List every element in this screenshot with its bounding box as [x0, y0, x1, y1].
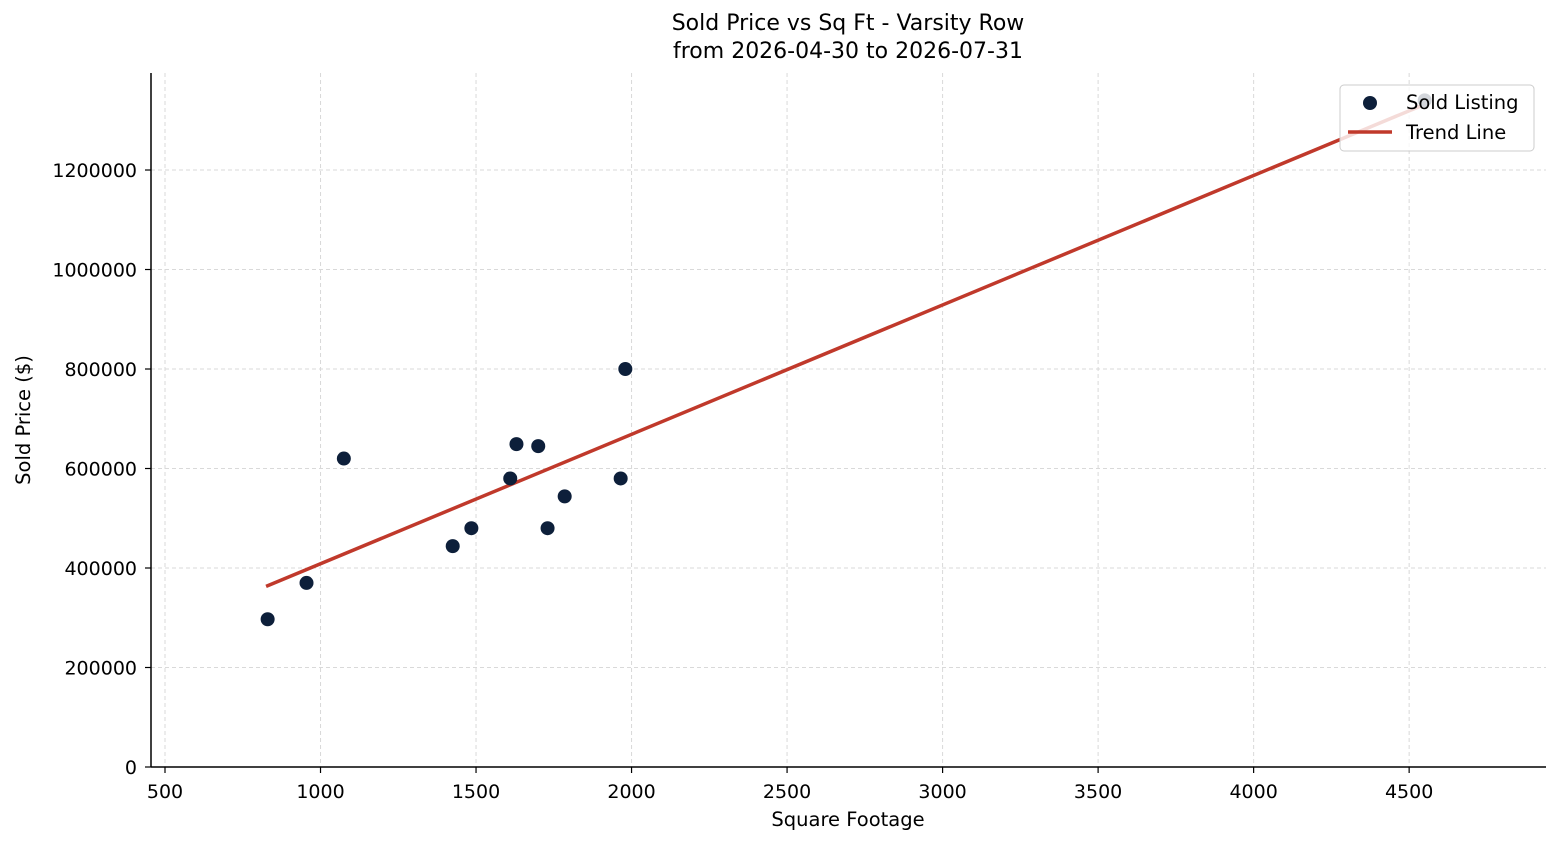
x-tick-label: 500	[147, 781, 183, 803]
sold-listing-point	[509, 437, 524, 452]
sold-listing-point	[445, 539, 460, 554]
chart-title: Sold Price vs Sq Ft - Varsity Row from 2…	[0, 10, 1560, 66]
sold-listing-point	[613, 471, 628, 486]
x-tick-label: 4500	[1385, 781, 1433, 803]
data-series	[260, 93, 1432, 627]
y-tick-label: 0	[125, 757, 137, 779]
y-tick-label: 800000	[64, 359, 137, 381]
x-tick-label: 4000	[1229, 781, 1277, 803]
y-axis-label: Sold Price ($)	[12, 355, 35, 485]
sold-listing-point	[557, 489, 572, 504]
x-tick-label: 2000	[607, 781, 655, 803]
sold-listing-point	[464, 521, 479, 536]
y-tick-label: 1200000	[52, 160, 137, 182]
chart-title-line1: Sold Price vs Sq Ft - Varsity Row	[671, 11, 1025, 36]
legend: Sold Listing Trend Line	[1339, 84, 1535, 152]
legend-label-trend-line: Trend Line	[1405, 121, 1506, 144]
chart-title-line2: from 2026-04-30 to 2026-07-31	[673, 39, 1023, 64]
sold-listing-point	[260, 612, 275, 627]
sold-listing-point	[299, 575, 314, 590]
x-tick-label: 1000	[296, 781, 344, 803]
y-tick-label: 600000	[64, 459, 137, 481]
sold-listing-point	[503, 471, 518, 486]
sold-listing-point	[336, 451, 351, 466]
legend-marker-sold-listing	[1363, 96, 1377, 110]
y-tick-label: 1000000	[52, 260, 137, 282]
trend-line	[265, 102, 1426, 589]
grid-lines	[151, 73, 1546, 768]
x-tick-label: 1500	[452, 781, 500, 803]
sold-listing-point	[531, 439, 546, 454]
axes	[145, 73, 1546, 773]
sold-listing-point	[540, 521, 555, 536]
tick-labels: 500 1000 1500 2000 2500 3000 3500 4000 4500 0 2000…	[52, 160, 1433, 803]
x-tick-label: 3500	[1074, 781, 1122, 803]
x-tick-label: 2500	[763, 781, 811, 803]
sold-listing-point	[618, 362, 633, 377]
legend-label-sold-listing: Sold Listing	[1406, 91, 1519, 114]
y-tick-label: 400000	[64, 558, 137, 580]
y-tick-label: 200000	[64, 658, 137, 680]
x-tick-label: 3000	[918, 781, 966, 803]
legend-box	[1339, 84, 1535, 152]
x-axis-label: Square Footage	[771, 808, 924, 831]
